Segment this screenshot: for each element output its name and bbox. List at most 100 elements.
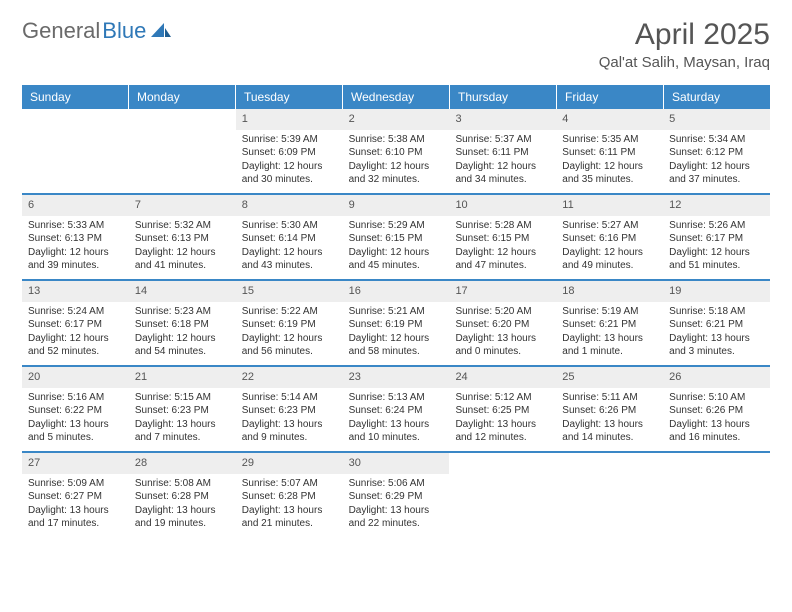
calendar-day: 9Sunrise: 5:29 AMSunset: 6:15 PMDaylight… (343, 195, 450, 279)
calendar-week: 1Sunrise: 5:39 AMSunset: 6:09 PMDaylight… (22, 109, 770, 195)
calendar-day: 24Sunrise: 5:12 AMSunset: 6:25 PMDayligh… (449, 367, 556, 451)
calendar-day: 23Sunrise: 5:13 AMSunset: 6:24 PMDayligh… (343, 367, 450, 451)
logo-text-blue: Blue (102, 18, 146, 44)
sunset-line: Sunset: 6:28 PM (135, 490, 230, 504)
calendar-day: 21Sunrise: 5:15 AMSunset: 6:23 PMDayligh… (129, 367, 236, 451)
sunset-line: Sunset: 6:16 PM (562, 232, 657, 246)
sunset-line: Sunset: 6:21 PM (669, 318, 764, 332)
calendar-day: 4Sunrise: 5:35 AMSunset: 6:11 PMDaylight… (556, 109, 663, 193)
day-info: Sunrise: 5:32 AMSunset: 6:13 PMDaylight:… (129, 217, 236, 279)
sunset-line: Sunset: 6:23 PM (135, 404, 230, 418)
title-block: April 2025 Qal'at Salih, Maysan, Iraq (599, 18, 770, 71)
daylight-line: Daylight: 13 hours and 12 minutes. (455, 418, 550, 445)
calendar-day: 25Sunrise: 5:11 AMSunset: 6:26 PMDayligh… (556, 367, 663, 451)
logo-sail-icon (150, 22, 172, 40)
day-info: Sunrise: 5:34 AMSunset: 6:12 PMDaylight:… (663, 131, 770, 193)
sunrise-line: Sunrise: 5:22 AM (242, 305, 337, 319)
day-info: Sunrise: 5:10 AMSunset: 6:26 PMDaylight:… (663, 389, 770, 451)
day-info: Sunrise: 5:18 AMSunset: 6:21 PMDaylight:… (663, 303, 770, 365)
sunset-line: Sunset: 6:26 PM (562, 404, 657, 418)
day-info: Sunrise: 5:30 AMSunset: 6:14 PMDaylight:… (236, 217, 343, 279)
calendar-day: 19Sunrise: 5:18 AMSunset: 6:21 PMDayligh… (663, 281, 770, 365)
header-day: Saturday (664, 85, 770, 109)
sunrise-line: Sunrise: 5:29 AM (349, 219, 444, 233)
day-number: 18 (556, 281, 663, 302)
sunrise-line: Sunrise: 5:13 AM (349, 391, 444, 405)
daylight-line: Daylight: 12 hours and 47 minutes. (455, 246, 550, 273)
day-info: Sunrise: 5:14 AMSunset: 6:23 PMDaylight:… (236, 389, 343, 451)
day-number: 26 (663, 367, 770, 388)
day-number: 5 (663, 109, 770, 130)
day-number: 14 (129, 281, 236, 302)
day-info: Sunrise: 5:07 AMSunset: 6:28 PMDaylight:… (236, 475, 343, 537)
daylight-line: Daylight: 12 hours and 30 minutes. (242, 160, 337, 187)
sunrise-line: Sunrise: 5:39 AM (242, 133, 337, 147)
day-info: Sunrise: 5:28 AMSunset: 6:15 PMDaylight:… (449, 217, 556, 279)
logo-text-general: General (22, 18, 100, 44)
header-day: Sunday (22, 85, 129, 109)
calendar-day: 28Sunrise: 5:08 AMSunset: 6:28 PMDayligh… (129, 453, 236, 537)
sunrise-line: Sunrise: 5:12 AM (455, 391, 550, 405)
sunset-line: Sunset: 6:15 PM (455, 232, 550, 246)
sunrise-line: Sunrise: 5:24 AM (28, 305, 123, 319)
logo: GeneralBlue (22, 18, 172, 44)
daylight-line: Daylight: 12 hours and 52 minutes. (28, 332, 123, 359)
day-info: Sunrise: 5:27 AMSunset: 6:16 PMDaylight:… (556, 217, 663, 279)
day-info: Sunrise: 5:39 AMSunset: 6:09 PMDaylight:… (236, 131, 343, 193)
day-number: 6 (22, 195, 129, 216)
header-day: Thursday (450, 85, 557, 109)
sunrise-line: Sunrise: 5:11 AM (562, 391, 657, 405)
sunset-line: Sunset: 6:24 PM (349, 404, 444, 418)
calendar-day: 29Sunrise: 5:07 AMSunset: 6:28 PMDayligh… (236, 453, 343, 537)
sunrise-line: Sunrise: 5:38 AM (349, 133, 444, 147)
calendar-day-empty (449, 453, 556, 537)
day-info: Sunrise: 5:12 AMSunset: 6:25 PMDaylight:… (449, 389, 556, 451)
daylight-line: Daylight: 12 hours and 51 minutes. (669, 246, 764, 273)
day-info: Sunrise: 5:22 AMSunset: 6:19 PMDaylight:… (236, 303, 343, 365)
sunrise-line: Sunrise: 5:20 AM (455, 305, 550, 319)
calendar-day: 11Sunrise: 5:27 AMSunset: 6:16 PMDayligh… (556, 195, 663, 279)
daylight-line: Daylight: 13 hours and 5 minutes. (28, 418, 123, 445)
day-number: 21 (129, 367, 236, 388)
daylight-line: Daylight: 12 hours and 34 minutes. (455, 160, 550, 187)
header: GeneralBlue April 2025 Qal'at Salih, May… (22, 18, 770, 71)
day-number: 27 (22, 453, 129, 474)
daylight-line: Daylight: 12 hours and 43 minutes. (242, 246, 337, 273)
sunset-line: Sunset: 6:11 PM (455, 146, 550, 160)
daylight-line: Daylight: 12 hours and 49 minutes. (562, 246, 657, 273)
sunset-line: Sunset: 6:27 PM (28, 490, 123, 504)
sunrise-line: Sunrise: 5:26 AM (669, 219, 764, 233)
sunrise-line: Sunrise: 5:28 AM (455, 219, 550, 233)
day-info: Sunrise: 5:26 AMSunset: 6:17 PMDaylight:… (663, 217, 770, 279)
sunset-line: Sunset: 6:13 PM (135, 232, 230, 246)
sunrise-line: Sunrise: 5:14 AM (242, 391, 337, 405)
calendar-day: 20Sunrise: 5:16 AMSunset: 6:22 PMDayligh… (22, 367, 129, 451)
day-number: 25 (556, 367, 663, 388)
calendar-day: 5Sunrise: 5:34 AMSunset: 6:12 PMDaylight… (663, 109, 770, 193)
calendar-day-empty (129, 109, 236, 193)
calendar-day-empty (556, 453, 663, 537)
sunset-line: Sunset: 6:26 PM (669, 404, 764, 418)
day-number: 16 (343, 281, 450, 302)
daylight-line: Daylight: 12 hours and 35 minutes. (562, 160, 657, 187)
day-number: 1 (236, 109, 343, 130)
sunset-line: Sunset: 6:29 PM (349, 490, 444, 504)
day-number: 24 (449, 367, 556, 388)
sunrise-line: Sunrise: 5:30 AM (242, 219, 337, 233)
calendar-day: 6Sunrise: 5:33 AMSunset: 6:13 PMDaylight… (22, 195, 129, 279)
sunrise-line: Sunrise: 5:35 AM (562, 133, 657, 147)
sunrise-line: Sunrise: 5:23 AM (135, 305, 230, 319)
daylight-line: Daylight: 13 hours and 3 minutes. (669, 332, 764, 359)
calendar-week: 13Sunrise: 5:24 AMSunset: 6:17 PMDayligh… (22, 281, 770, 367)
sunrise-line: Sunrise: 5:10 AM (669, 391, 764, 405)
day-number: 19 (663, 281, 770, 302)
calendar-day: 16Sunrise: 5:21 AMSunset: 6:19 PMDayligh… (343, 281, 450, 365)
calendar-day: 3Sunrise: 5:37 AMSunset: 6:11 PMDaylight… (449, 109, 556, 193)
daylight-line: Daylight: 12 hours and 41 minutes. (135, 246, 230, 273)
calendar: SundayMondayTuesdayWednesdayThursdayFrid… (22, 85, 770, 537)
calendar-day: 22Sunrise: 5:14 AMSunset: 6:23 PMDayligh… (236, 367, 343, 451)
daylight-line: Daylight: 13 hours and 19 minutes. (135, 504, 230, 531)
daylight-line: Daylight: 13 hours and 17 minutes. (28, 504, 123, 531)
daylight-line: Daylight: 13 hours and 21 minutes. (242, 504, 337, 531)
sunrise-line: Sunrise: 5:06 AM (349, 477, 444, 491)
